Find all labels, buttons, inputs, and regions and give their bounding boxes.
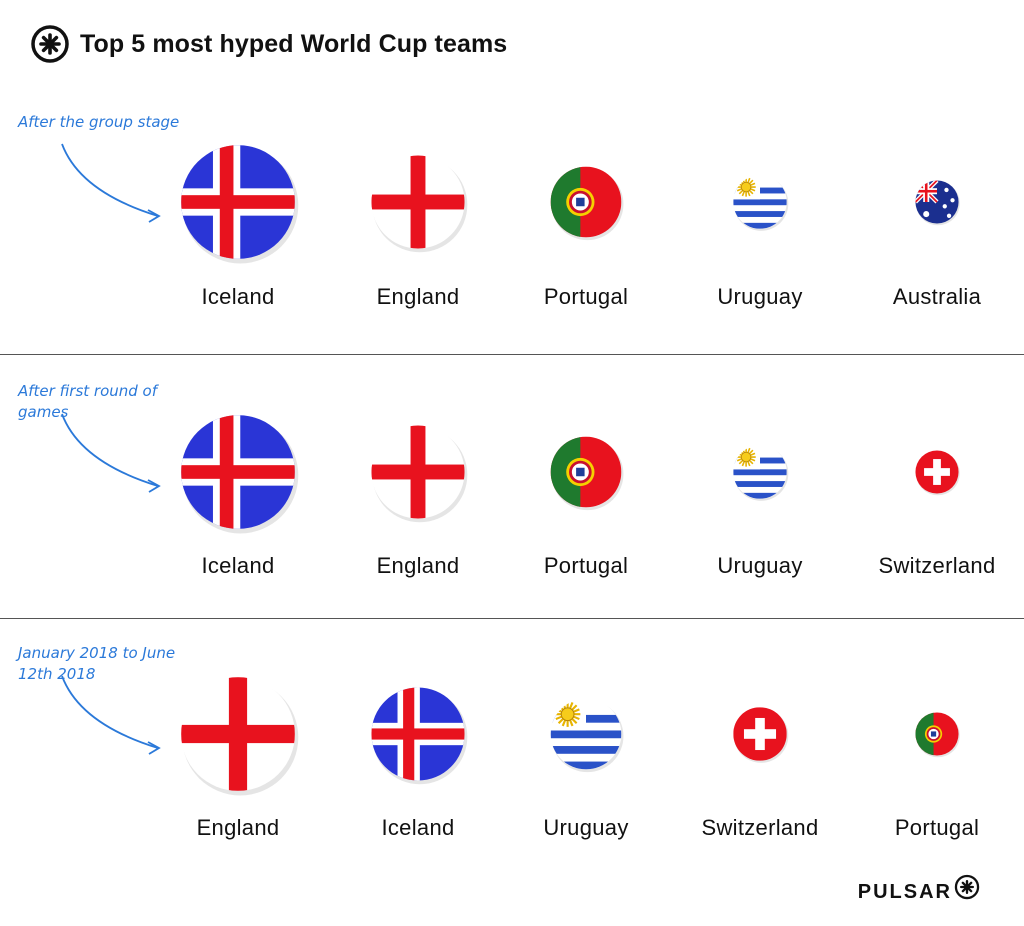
brand-name: PULSAR (857, 881, 952, 903)
flag-portugal (550, 436, 624, 511)
team-label: England (196, 815, 280, 840)
flag-switzerland (915, 450, 960, 496)
team-label: Switzerland (878, 553, 996, 578)
team-label: Portugal (543, 284, 629, 309)
period-annotation: After first round of games (18, 382, 158, 421)
flag-uruguay (550, 698, 624, 773)
team-label: Uruguay (543, 815, 629, 840)
flag-portugal (550, 166, 624, 241)
brand-logo: PULSAR (857, 874, 980, 904)
team-label: England (376, 553, 460, 578)
team-label: Portugal (894, 815, 980, 840)
team-label: Uruguay (717, 284, 803, 309)
pulsar-asterisk-icon (954, 874, 980, 899)
flag-iceland (181, 145, 299, 264)
team-label: Uruguay (717, 553, 803, 578)
chart-title: Top 5 most hyped World Cup teams (80, 29, 508, 58)
flag-england (181, 677, 299, 796)
flag-iceland (371, 687, 468, 785)
team-label: Iceland (381, 815, 455, 840)
flag-england (371, 155, 468, 253)
annotation-arrow (61, 143, 161, 223)
team-label: England (376, 284, 460, 309)
team-label: Iceland (201, 284, 275, 309)
period-annotation: January 2018 to June 12th 2018 (18, 644, 176, 683)
team-label: Portugal (543, 553, 629, 578)
row-divider (0, 618, 1024, 619)
flag-uruguay (733, 445, 789, 501)
team-label: Switzerland (701, 815, 819, 840)
row-divider (0, 354, 1024, 355)
team-label: Iceland (201, 553, 275, 578)
flag-uruguay (733, 175, 789, 231)
chart-header: Top 5 most hyped World Cup teams (30, 22, 507, 66)
pulsar-asterisk-icon (31, 25, 69, 63)
period-annotation: After the group stage (18, 113, 180, 131)
flag-portugal (915, 712, 960, 758)
flag-switzerland (733, 707, 789, 763)
flag-iceland (181, 415, 299, 534)
annotation-arrow (61, 413, 161, 493)
team-label: Australia (892, 284, 982, 309)
flag-england (371, 425, 468, 523)
flag-australia (915, 180, 960, 226)
annotation-arrow (61, 675, 161, 755)
